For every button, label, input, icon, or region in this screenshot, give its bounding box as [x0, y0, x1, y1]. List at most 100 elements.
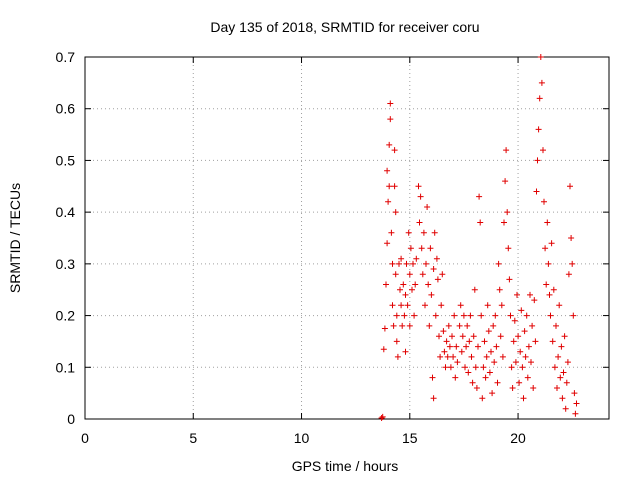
data-point — [392, 271, 399, 278]
data-point — [412, 281, 419, 288]
data-point — [438, 302, 445, 309]
data-point — [505, 245, 512, 252]
data-point — [444, 353, 451, 360]
data-point — [531, 297, 538, 304]
data-point — [391, 147, 398, 154]
data-point — [432, 312, 439, 319]
data-point — [410, 260, 416, 267]
data-point — [467, 312, 474, 319]
data-point — [503, 147, 510, 154]
data-point — [417, 193, 424, 200]
data-point — [573, 400, 580, 407]
data-point — [545, 260, 552, 267]
data-point — [430, 395, 437, 402]
data-point — [528, 359, 534, 366]
grid — [85, 57, 609, 419]
data-point — [484, 302, 491, 309]
data-point — [441, 348, 448, 355]
data-point — [459, 333, 466, 340]
data-point — [536, 95, 543, 102]
data-point — [437, 353, 444, 360]
data-point — [446, 343, 453, 350]
data-point — [496, 286, 503, 293]
data-point — [518, 307, 525, 314]
data-point — [472, 364, 479, 371]
data-point — [429, 374, 436, 381]
data-point — [510, 338, 517, 345]
data-point — [381, 325, 388, 332]
data-point — [511, 317, 518, 324]
x-tick-label: 0 — [81, 430, 89, 446]
data-point — [477, 219, 484, 226]
data-point — [567, 183, 573, 190]
data-point — [509, 385, 516, 391]
data-point — [569, 260, 576, 267]
data-point — [426, 322, 433, 329]
data-point — [433, 255, 440, 262]
data-point — [401, 312, 408, 319]
data-point — [416, 219, 423, 226]
data-point — [462, 364, 468, 371]
data-point — [389, 302, 396, 309]
data-point — [565, 271, 572, 278]
data-point — [533, 188, 540, 195]
data-point — [485, 328, 492, 335]
data-point — [491, 359, 498, 366]
data-point — [436, 333, 442, 340]
data-point — [494, 379, 501, 386]
data-point — [523, 312, 530, 319]
data-point — [469, 379, 476, 386]
data-point — [480, 364, 487, 371]
x-axis-label: GPS time / hours — [292, 458, 399, 474]
data-point — [535, 126, 542, 133]
data-point — [394, 353, 401, 360]
data-point — [542, 245, 549, 252]
data-point — [519, 364, 526, 371]
axis-ticks — [84, 56, 609, 420]
data-point — [470, 333, 477, 340]
data-point — [554, 385, 560, 391]
data-point — [568, 235, 575, 241]
data-point — [495, 260, 502, 267]
data-point — [508, 364, 515, 371]
data-point — [489, 390, 496, 397]
data-point — [443, 338, 450, 345]
data-point — [464, 322, 471, 329]
data-point — [532, 338, 539, 345]
data-point — [546, 291, 553, 298]
data-point — [385, 198, 392, 205]
y-tick-label: 0 — [67, 411, 75, 427]
data-point — [557, 374, 564, 381]
data-point — [504, 209, 511, 216]
data-point — [386, 141, 393, 148]
data-point — [393, 338, 400, 345]
data-point — [450, 353, 457, 360]
data-point — [418, 245, 425, 252]
data-point — [454, 359, 461, 366]
data-point — [440, 328, 447, 335]
data-point — [515, 333, 522, 340]
data-point — [390, 322, 397, 329]
data-point — [393, 312, 400, 319]
data-point — [529, 322, 536, 329]
data-point — [465, 369, 472, 376]
data-point — [530, 385, 537, 391]
data-point — [420, 229, 427, 236]
data-point — [397, 286, 403, 293]
data-point — [445, 322, 452, 329]
data-point — [492, 312, 499, 319]
y-tick-label: 0.7 — [56, 49, 76, 65]
data-point — [430, 266, 437, 272]
y-tick-label: 0.4 — [56, 204, 76, 220]
data-point — [456, 322, 463, 329]
data-point — [380, 346, 387, 353]
data-point — [402, 291, 409, 298]
data-point — [387, 116, 394, 123]
data-point — [388, 229, 395, 236]
data-point — [564, 359, 571, 366]
chart-title: Day 135 of 2018, SRMTID for receiver cor… — [210, 19, 479, 35]
data-point — [547, 312, 554, 319]
data-point — [499, 353, 506, 360]
data-point — [473, 385, 480, 391]
data-point — [406, 271, 413, 278]
